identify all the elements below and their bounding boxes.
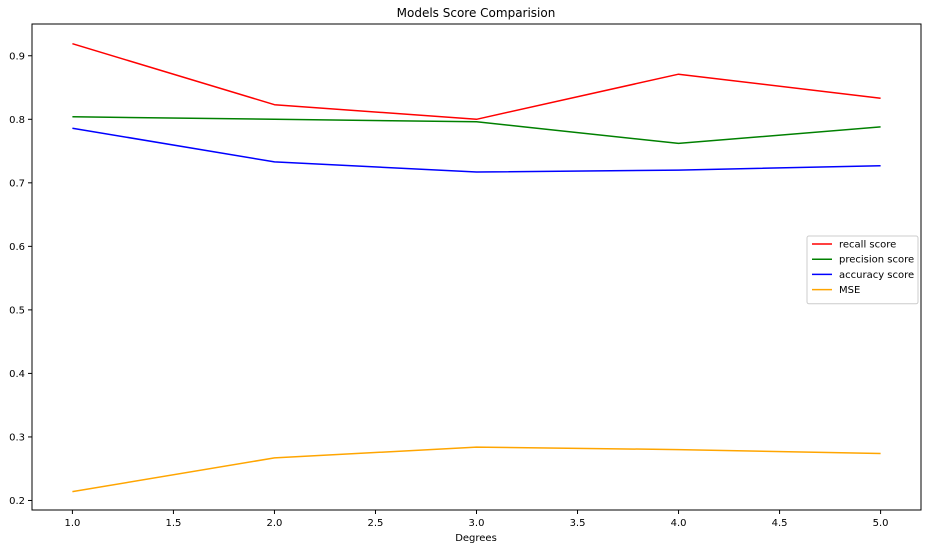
series-line-precision-score <box>72 116 881 145</box>
y-tick-label: 0.4 <box>9 369 25 380</box>
legend: recall score precision score accuracy scor… <box>806 235 919 305</box>
x-axis: 1.0 1.5 2.0 2.5 3.0 3.5 4.0 4.5 5.0 <box>64 510 889 529</box>
x-tick-label: 4.5 <box>772 518 788 529</box>
legend-label: precision score <box>839 255 914 266</box>
x-axis-label: Degrees <box>455 533 497 544</box>
legend-label: MSE <box>839 285 860 296</box>
legend-label: recall score <box>839 240 896 251</box>
series-line-mse <box>72 446 881 493</box>
series-lines <box>72 42 881 493</box>
x-tick-label: 1.0 <box>64 518 80 529</box>
chart-title: Models Score Comparision <box>397 6 556 20</box>
y-tick-label: 0.5 <box>9 305 25 316</box>
x-tick-label: 2.0 <box>267 518 283 529</box>
y-tick-label: 0.6 <box>9 242 25 253</box>
y-tick-label: 0.8 <box>9 115 25 126</box>
x-tick-label: 5.0 <box>873 518 889 529</box>
x-tick-label: 2.5 <box>368 518 384 529</box>
x-tick-label: 3.5 <box>570 518 586 529</box>
legend-box <box>806 235 919 305</box>
y-tick-label: 0.2 <box>9 496 25 507</box>
x-tick-label: 4.0 <box>671 518 687 529</box>
series-line-accuracy-score <box>72 127 881 173</box>
x-tick-label: 3.0 <box>469 518 485 529</box>
series-line-recall-score <box>72 42 881 121</box>
y-axis: 0.2 0.3 0.4 0.5 0.6 0.7 0.8 0.9 <box>9 51 32 507</box>
y-tick-label: 0.7 <box>9 178 25 189</box>
y-tick-label: 0.3 <box>9 432 25 443</box>
y-tick-label: 0.9 <box>9 51 25 62</box>
legend-label: accuracy score <box>839 270 914 281</box>
x-tick-label: 1.5 <box>165 518 181 529</box>
plot-area <box>31 23 922 511</box>
